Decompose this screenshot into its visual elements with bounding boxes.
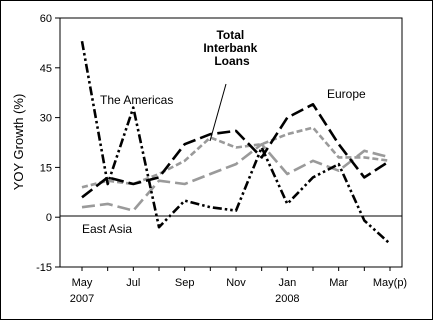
annotations: Total Interbank Loans The Americas Europ… (82, 28, 366, 236)
series-line-europe (81, 103, 391, 199)
x-tick-year: 2007 (70, 293, 94, 305)
x-axis: May 2007 Jul Sep Nov Jan 2008 Mar May(p) (70, 267, 407, 305)
series-group (80, 40, 391, 245)
x-tick-label: May(p) (373, 277, 407, 289)
y-tick-label: 0 (46, 212, 52, 224)
annotation-the-americas: The Americas (100, 93, 173, 107)
series-line-the-americas (80, 40, 391, 245)
annotation-europe: Europe (327, 87, 366, 101)
plot-area (59, 17, 403, 268)
y-tick-label: 15 (40, 162, 52, 174)
x-tick-label: Nov (226, 277, 246, 289)
x-tick-year: 2008 (275, 293, 299, 305)
annotation-total-interbank-loans: Total Interbank Loans (203, 28, 260, 68)
x-tick-label: Jul (126, 277, 140, 289)
y-axis: -15 0 15 30 45 60 (36, 13, 60, 274)
annotation-pointer (209, 83, 227, 142)
series-line-east-asia (81, 142, 391, 212)
y-tick-label: 30 (40, 113, 52, 125)
y-tick-label: -15 (36, 262, 52, 274)
series-line-total-interbank-loans (81, 126, 391, 189)
y-tick-label: 45 (40, 63, 52, 75)
x-tick-label: Jan (278, 277, 296, 289)
y-axis-label: YOY Growth (%) (11, 94, 26, 191)
x-tick-label: Sep (175, 277, 195, 289)
annotation-east-asia: East Asia (82, 222, 132, 236)
y-tick-label: 60 (40, 13, 52, 25)
x-tick-label: May (72, 277, 93, 289)
x-tick-label: Mar (329, 277, 348, 289)
